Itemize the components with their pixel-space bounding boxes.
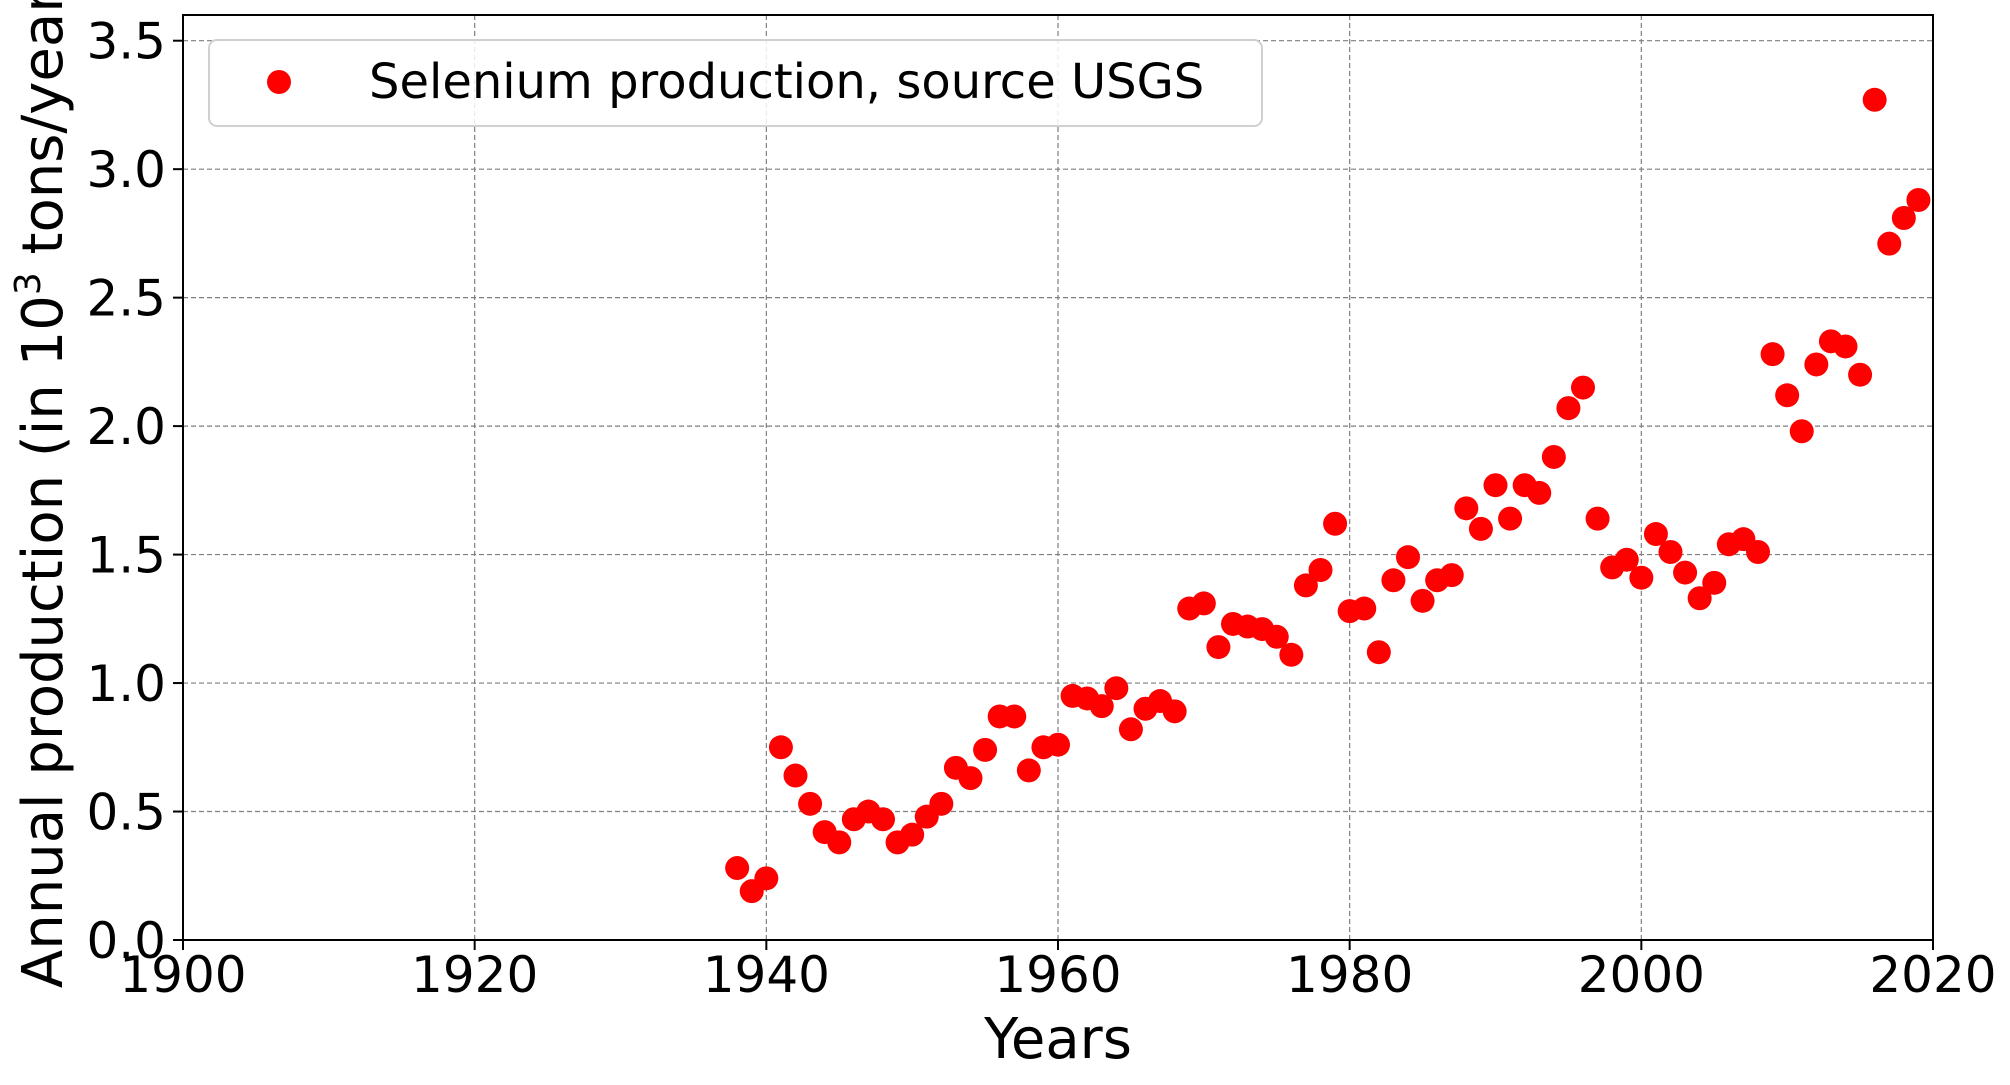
data-point [1162,699,1187,724]
data-point [1775,383,1800,408]
y-axis-title-suffix: tons/year) [11,0,76,272]
data-point [958,766,983,791]
y-tick-label: 0.0 [86,912,166,970]
x-axis-ticks: 1900 1920 1940 1960 1980 2000 2020 [119,940,1997,1004]
data-point [1468,516,1493,541]
y-axis-ticks: 0.0 0.5 1.0 1.5 2.0 2.5 3.0 3.5 [86,13,183,970]
data-point [1760,342,1785,367]
y-tick-label: 2.5 [86,270,166,328]
data-point [1629,565,1654,590]
data-points [725,87,1931,904]
data-point [900,822,925,847]
y-tick-label: 0.5 [86,784,166,842]
x-tick-label: 1940 [703,946,830,1004]
x-tick-label: 1980 [1286,946,1413,1004]
data-point [1191,591,1216,616]
legend-box [208,39,1263,127]
data-point [827,830,852,855]
data-point [1687,586,1712,611]
data-point [1323,511,1348,536]
x-tick-label: 2000 [1578,946,1705,1004]
data-point [1118,717,1143,742]
data-point [1279,642,1304,667]
data-point [1585,506,1610,531]
data-point [1381,568,1406,593]
data-point [1614,547,1639,572]
data-point [1454,496,1479,521]
x-tick-label: 2020 [1869,946,1996,1004]
y-tick-label: 3.5 [86,13,166,71]
x-tick-label: 1960 [994,946,1121,1004]
data-point [1366,640,1391,665]
x-tick-label: 1900 [119,946,246,1004]
data-point [1527,480,1552,505]
data-point [1089,694,1114,719]
y-tick-label: 3.0 [86,141,166,199]
data-point [783,763,808,788]
y-tick-label: 2.0 [86,398,166,456]
data-point [1673,560,1698,585]
y-axis-title-exponent: 3 [8,272,49,295]
data-point [871,807,895,832]
x-tick-label: 1920 [411,946,538,1004]
data-point [1702,570,1727,595]
grid [182,15,1934,941]
data-point [1848,362,1873,387]
data-point [1746,540,1770,565]
data-point [1833,334,1858,359]
data-point [754,866,779,891]
data-point [1104,676,1129,701]
data-point [1293,573,1318,598]
x-axis-title: Years [983,1007,1132,1072]
data-point [1498,506,1523,531]
legend: Selenium production, source USGS [208,39,1263,127]
y-axis-title-prefix: Annual production (in 10 [11,295,76,988]
data-point [1002,704,1027,729]
data-point [1410,588,1435,613]
data-point [768,735,793,760]
legend-label: Selenium production, source USGS [369,54,1204,110]
data-point [1862,87,1887,112]
data-point [1206,635,1231,660]
data-point [1571,375,1595,400]
data-point [929,791,954,816]
data-point [1308,558,1333,582]
data-point [1396,545,1420,570]
data-point [798,791,823,816]
data-point [1789,419,1814,444]
data-point [1046,732,1070,757]
legend-marker [267,70,291,94]
data-point [1804,352,1829,377]
data-point [1483,473,1508,498]
y-tick-label: 1.5 [86,527,166,585]
data-point [1643,522,1668,547]
data-point [1541,444,1566,469]
data-point [1352,596,1377,621]
data-point [1906,188,1931,212]
data-point [1891,205,1916,230]
data-point [1877,231,1902,256]
data-point [1439,563,1464,588]
data-point [725,856,750,881]
data-point [1016,758,1041,783]
y-axis-title: Annual production (in 103 tons/year) [8,0,76,988]
y-tick-label: 1.0 [86,655,166,713]
data-point [973,737,998,762]
data-point [1556,396,1581,421]
data-point [1658,540,1683,565]
data-point [1264,624,1289,649]
